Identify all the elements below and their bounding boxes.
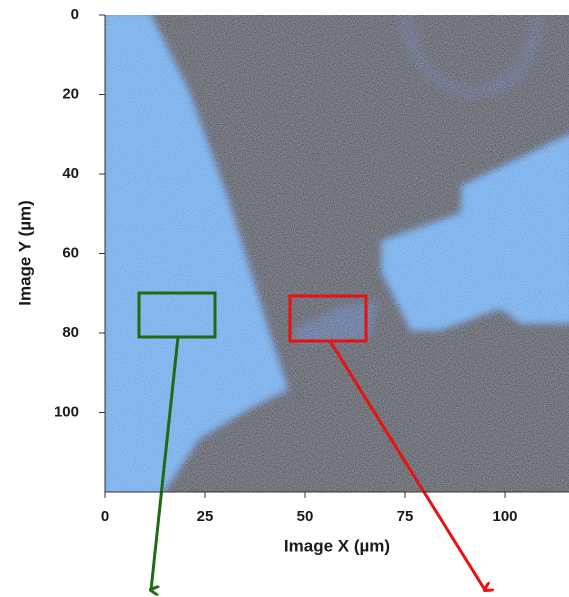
y-tick-label: 0	[71, 6, 79, 23]
x-tick-label: 75	[397, 508, 414, 525]
image	[105, 15, 569, 492]
green-arrow	[151, 336, 180, 590]
dim-region	[290, 300, 380, 345]
red-box	[288, 294, 368, 343]
red-arrow	[328, 340, 485, 590]
bright-region-right	[380, 132, 569, 332]
x-tick-label: 25	[197, 508, 214, 525]
y-axis-title: Image Y (µm)	[15, 200, 34, 306]
y-tick-label: 60	[62, 244, 79, 261]
y-tick-label: 40	[62, 165, 79, 182]
y-tick-label: 100	[54, 403, 79, 420]
faint-arc	[395, 15, 545, 100]
y-tick-label: 20	[62, 85, 79, 102]
x-axis-title: Image X (µm)	[284, 536, 390, 555]
x-tick-label: 50	[297, 508, 314, 525]
bright-region-left	[105, 15, 290, 492]
x-tick-label: 100	[492, 508, 517, 525]
y-tick-label: 80	[62, 324, 79, 341]
x-tick-label: 0	[101, 508, 109, 525]
